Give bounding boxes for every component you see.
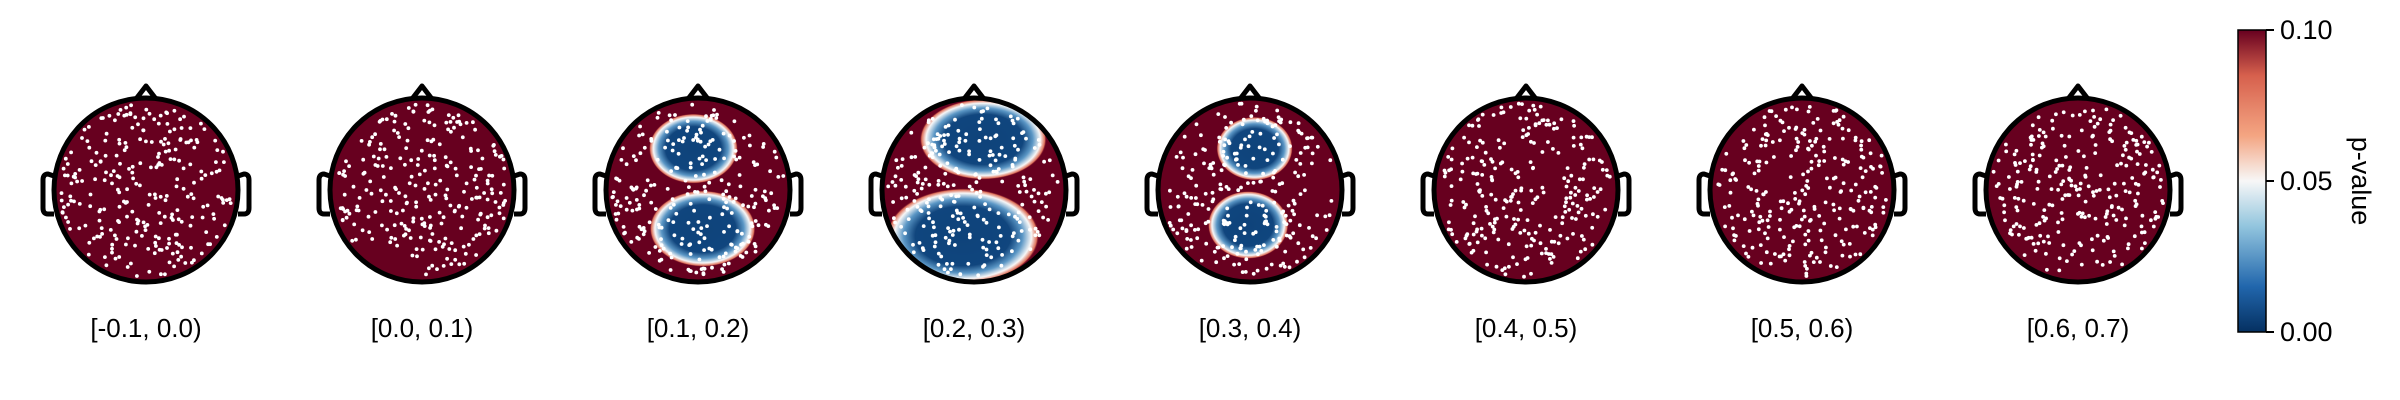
colorbar: 0.00 0.05 0.10 p-value — [2237, 15, 2376, 347]
topoplot-panel: [0.3, 0.4) — [1144, 83, 1356, 343]
topoplot-panel: [0.0, 0.1) — [316, 83, 528, 343]
colorbar-tick-label: 0.00 — [2280, 317, 2333, 347]
significant-cluster-core — [1230, 128, 1279, 169]
electrode-dots — [1442, 101, 1612, 279]
significant-cluster-core — [915, 206, 1011, 266]
colorbar-scale — [2237, 29, 2267, 333]
head-outline — [1420, 83, 1632, 285]
significant-cluster-core — [665, 126, 722, 171]
electrode-dots — [59, 103, 233, 278]
electrode-dots — [610, 102, 786, 277]
topoplot-field — [1158, 98, 1342, 282]
panel-label: [0.3, 0.4) — [1199, 313, 1302, 343]
electrode-dots — [337, 102, 507, 277]
electrode-dots — [886, 103, 1060, 278]
panel-label: [0.0, 0.1) — [371, 313, 474, 343]
topoplot-panel: [0.5, 0.6) — [1696, 83, 1908, 343]
topoplot-panel: [0.6, 0.7) — [1972, 83, 2184, 343]
head-outline — [592, 83, 804, 285]
topoplot-panel: [0.4, 0.5) — [1420, 83, 1632, 343]
head-outline — [1144, 83, 1356, 285]
head-outline — [1972, 83, 2184, 285]
electrode-dots — [1167, 101, 1334, 276]
panel-label: [0.5, 0.6) — [1751, 313, 1854, 343]
colorbar-tick-label: 0.05 — [2280, 166, 2333, 196]
colorbar-tick-label: 0.10 — [2280, 15, 2333, 45]
electrode-dots — [1716, 105, 1888, 278]
panel-label: [-0.1, 0.0) — [90, 313, 201, 343]
topoplot-panel: [0.1, 0.2) — [592, 83, 804, 343]
topoplot-field — [1434, 98, 1618, 282]
head-outline — [868, 83, 1080, 285]
topoplot-panel: [0.2, 0.3) — [868, 83, 1080, 343]
topoplot-panel: [-0.1, 0.0) — [40, 83, 252, 343]
panel-label: [0.2, 0.3) — [923, 313, 1026, 343]
electrode-dots — [1991, 107, 2165, 273]
panel-label: [0.4, 0.5) — [1475, 313, 1578, 343]
panel-label: [0.6, 0.7) — [2027, 313, 2130, 343]
colorbar-title: p-value — [2346, 137, 2376, 226]
head-outline — [1696, 83, 1908, 285]
panel-label: [0.1, 0.2) — [647, 313, 750, 343]
topoplot-panels: [-0.1, 0.0) [0.0, 0.1) [0.1, 0.2) [0.2, 0.3… — [40, 83, 2184, 343]
significant-cluster-core — [943, 114, 1023, 165]
topoplot-field — [330, 98, 514, 282]
head-outline — [316, 83, 528, 285]
head-outline — [40, 83, 252, 285]
